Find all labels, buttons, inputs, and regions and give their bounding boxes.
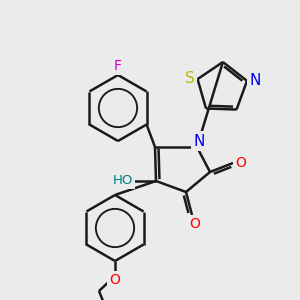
Text: F: F: [114, 59, 122, 73]
Text: N: N: [193, 134, 205, 148]
Text: HO: HO: [113, 175, 133, 188]
Text: S: S: [185, 70, 194, 86]
Text: O: O: [190, 217, 200, 231]
Text: N: N: [249, 73, 261, 88]
Text: O: O: [236, 156, 246, 170]
Text: O: O: [110, 273, 120, 287]
